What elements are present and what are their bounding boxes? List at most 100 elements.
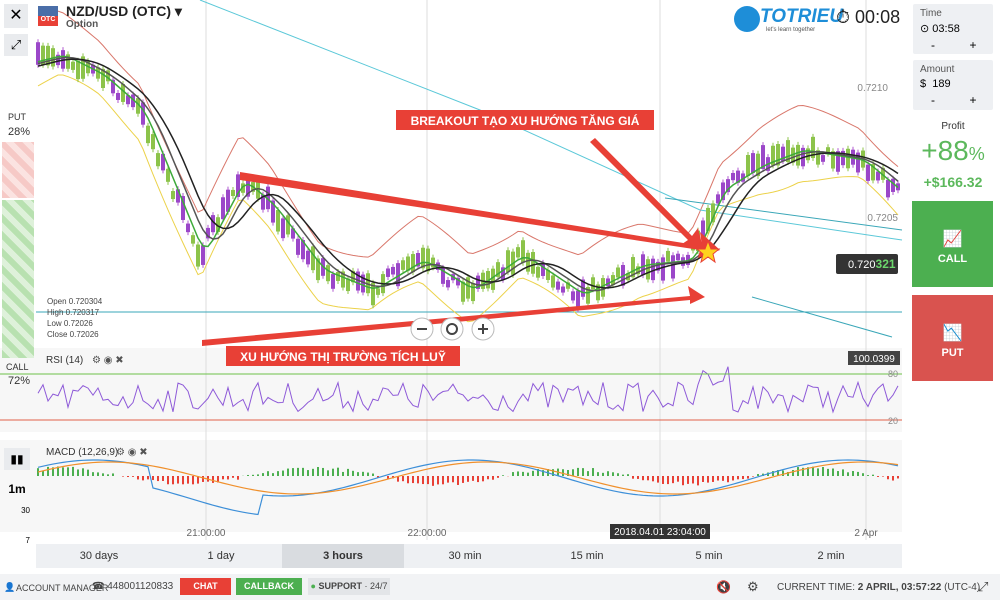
macd-bar: [362, 471, 364, 476]
macd-bar: [417, 476, 419, 484]
indicator-button[interactable]: ▮▮: [4, 448, 30, 470]
timeframe-option[interactable]: 2 min: [817, 550, 845, 562]
macd-bar: [642, 476, 644, 481]
macd-bar: [212, 476, 214, 483]
macd-bar: [852, 470, 854, 476]
macd-bar: [342, 471, 344, 476]
macd-bar: [872, 474, 874, 476]
candle: [111, 79, 115, 94]
time-value[interactable]: ⊙ 03:58: [920, 23, 960, 35]
rsi-icons[interactable]: ⚙ ◉ ✖: [92, 355, 124, 366]
macd-bar: [597, 472, 599, 476]
candle: [726, 179, 730, 193]
chat-button[interactable]: CHAT: [180, 578, 231, 595]
expand-button[interactable]: ⤢: [4, 34, 28, 56]
candle: [431, 257, 435, 268]
macd-bar: [737, 476, 739, 480]
macd-bar: [632, 476, 634, 479]
candle: [531, 252, 535, 274]
macd-bar: [457, 476, 459, 485]
amount-label: Amount: [920, 64, 955, 75]
candle: [771, 145, 775, 166]
macd-bar: [647, 476, 649, 481]
macd-bar: [412, 476, 414, 484]
callback-button[interactable]: CALLBACK: [236, 578, 302, 595]
rsi-lower: 20: [888, 416, 898, 426]
profit-percent: +88%: [921, 135, 985, 166]
candle: [271, 200, 275, 223]
ma-fast: [37, 55, 899, 294]
put-button[interactable]: 📉 PUT: [912, 295, 993, 381]
close-button[interactable]: ✕: [4, 4, 28, 28]
macd-bar: [352, 470, 354, 476]
candle: [811, 136, 815, 159]
macd-bar: [717, 476, 719, 481]
macd-bar: [657, 476, 659, 483]
candle: [236, 174, 240, 197]
pair[interactable]: NZD/USD (OTC) ▾: [66, 3, 182, 19]
candle: [701, 220, 705, 240]
candle: [596, 284, 600, 301]
candle: [391, 266, 395, 275]
ohlc: High 0.720317: [47, 308, 100, 317]
candle: [746, 155, 750, 177]
icon: [446, 323, 458, 335]
macd-bar: [127, 476, 129, 478]
candle: [116, 92, 120, 100]
timeframe-option[interactable]: 3 hours: [282, 544, 404, 568]
candle: [711, 203, 715, 223]
logo: TOTRIEU: [760, 6, 844, 27]
macd-bar: [217, 476, 219, 483]
center[interactable]: [440, 317, 464, 341]
macd-bar: [817, 468, 819, 476]
phone[interactable]: ☎ 448001120833: [92, 581, 174, 592]
candle: [386, 268, 390, 277]
settings[interactable]: ⚙: [747, 579, 759, 594]
candle: [176, 189, 180, 203]
time-label: 21:00:00: [187, 528, 226, 539]
macd-bar: [897, 476, 899, 479]
call-button[interactable]: 📈 CALL: [912, 201, 993, 287]
candle: [646, 259, 650, 280]
tool-button[interactable]: 7: [25, 536, 30, 545]
macd-bar: [837, 471, 839, 476]
timeframe-option[interactable]: 30 min: [448, 550, 482, 562]
macd-bar: [482, 476, 484, 482]
timeframe-option[interactable]: 30 days: [79, 550, 119, 562]
candle: [81, 56, 85, 79]
macd-bar: [472, 476, 474, 481]
macd-bar: [222, 476, 224, 480]
sound[interactable]: 🔇: [716, 580, 731, 594]
candle: [836, 151, 840, 172]
support-button[interactable]: ● SUPPORT · 24/7: [308, 578, 390, 595]
macd-bar: [782, 470, 784, 476]
timeframe-option[interactable]: 5 min: [695, 550, 723, 562]
candle: [126, 95, 130, 105]
macd-bar: [532, 470, 534, 476]
fullscreen[interactable]: ⤢: [978, 579, 989, 594]
candle: [486, 271, 490, 289]
timeframe-button[interactable]: 1m: [8, 482, 26, 496]
candle: [651, 258, 655, 281]
macd-bar: [167, 476, 169, 485]
candle: [411, 254, 415, 273]
macd-bar: [197, 476, 199, 484]
current-price-box: [836, 254, 898, 274]
timeframe-option[interactable]: 1 day: [207, 550, 235, 562]
candle: [576, 290, 580, 310]
minus[interactable]: -: [931, 93, 935, 107]
plus[interactable]: +: [969, 93, 977, 107]
arrow: [202, 286, 705, 346]
macd-bar: [422, 476, 424, 485]
minus[interactable]: -: [931, 38, 935, 52]
timeframe-option[interactable]: 15 min: [570, 550, 604, 562]
candle: [346, 278, 350, 292]
macd-bar: [687, 476, 689, 484]
amount-value[interactable]: $ 189: [920, 78, 951, 90]
candle: [661, 257, 665, 281]
tool-button[interactable]: 30: [21, 506, 30, 515]
macd-icons[interactable]: ⚙ ◉ ✖: [116, 447, 148, 458]
plus[interactable]: +: [969, 38, 977, 52]
candle: [36, 42, 40, 65]
